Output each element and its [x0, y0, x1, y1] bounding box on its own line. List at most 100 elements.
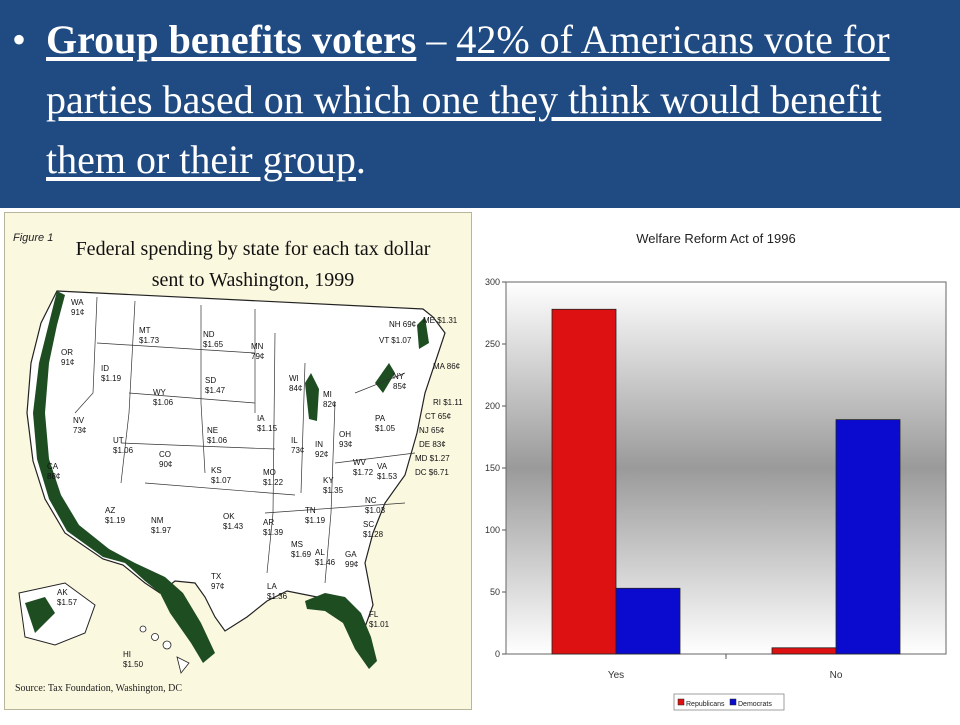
y-tick-label: 150: [485, 463, 500, 473]
state-abbr-nd: ND: [203, 330, 215, 339]
state-abbr-mt: MT: [139, 326, 151, 335]
northeast-labels: NH 69¢ ME $1.31 VT $1.07 MA 86¢ RI $1.11 CT 6…: [379, 316, 463, 477]
state-abbr-ca: CA: [47, 462, 59, 471]
map-title-line2: sent to Washington, 1999: [152, 269, 354, 291]
state-abbr-pa: PA: [375, 414, 386, 423]
state-value-az: $1.19: [105, 516, 126, 525]
state-value-ok: $1.43: [223, 522, 244, 531]
state-abbr-fl: FL: [369, 610, 379, 619]
x-axis: Yes No: [608, 654, 843, 681]
y-axis: 0 50 100 150 200 250 300: [485, 277, 506, 659]
state-value-or: 91¢: [61, 358, 74, 367]
state-abbr-wa: WA: [71, 298, 84, 307]
bullet-text: Group benefits voters – 42% of Americans…: [46, 10, 941, 190]
state-abbr-id: ID: [101, 364, 109, 373]
bar-democrats-yes: [615, 587, 681, 655]
state-abbr-ne: NE: [207, 426, 218, 435]
state-value-pa: $1.05: [375, 424, 396, 433]
state-value-wi: 84¢: [289, 384, 302, 393]
state-value-id: $1.19: [101, 374, 122, 383]
ne-state-label: NJ 65¢: [419, 426, 444, 435]
maine-shading: [417, 317, 429, 349]
spending-map-figure: Figure 1 Federal spending by state for e…: [4, 212, 472, 710]
state-abbr-ok: OK: [223, 512, 235, 521]
slide-header: • Group benefits voters – 42% of America…: [0, 0, 960, 208]
state-abbr-hi: HI: [123, 650, 131, 659]
x-tick-label: Yes: [608, 670, 624, 681]
state-abbr-il: IL: [291, 436, 298, 445]
state-abbr-wi: WI: [289, 374, 299, 383]
y-tick-label: 100: [485, 525, 500, 535]
ne-state-label: VT $1.07: [379, 336, 412, 345]
chart-legend: Republicans Democrats: [673, 693, 785, 711]
legend-swatch-democrats: [729, 698, 737, 706]
state-value-ga: 99¢: [345, 560, 358, 569]
state-value-la: $1.36: [267, 592, 288, 601]
state-abbr-ms: MS: [291, 540, 303, 549]
state-abbr-ak: AK: [57, 588, 68, 597]
y-tick-label: 200: [485, 401, 500, 411]
state-value-ut: $1.06: [113, 446, 134, 455]
state-abbr-co: CO: [159, 450, 171, 459]
map-source: Source: Tax Foundation, Washington, DC: [15, 683, 182, 694]
state-value-ar: $1.39: [263, 528, 284, 537]
ne-state-label: NH 69¢: [389, 320, 416, 329]
state-abbr-nm: NM: [151, 516, 164, 525]
bars: [551, 308, 901, 655]
period: .: [355, 137, 366, 182]
state-abbr-or: OR: [61, 348, 73, 357]
body-text: 42% of Americans vote for parties based …: [46, 17, 890, 182]
state-abbr-wy: WY: [153, 388, 167, 397]
legend-label-democrats: Democrats: [738, 701, 772, 708]
state-abbr-mn: MN: [251, 342, 264, 351]
state-value-ks: $1.07: [211, 476, 232, 485]
state-borders: [74, 296, 416, 584]
state-abbr-oh: OH: [339, 430, 351, 439]
state-value-oh: 93¢: [339, 440, 352, 449]
state-abbr-az: AZ: [105, 506, 115, 515]
state-value-mt: $1.73: [139, 336, 160, 345]
state-value-ia: $1.15: [257, 424, 278, 433]
map-title-line1: Federal spending by state for each tax d…: [76, 238, 431, 260]
state-value-mn: 79¢: [251, 352, 264, 361]
state-value-al: $1.46: [315, 558, 336, 567]
dash: –: [416, 17, 457, 62]
state-value-wv: $1.72: [353, 468, 374, 477]
state-abbr-mi: MI: [323, 390, 332, 399]
state-abbr-tn: TN: [305, 506, 316, 515]
state-value-va: $1.53: [377, 472, 398, 481]
great-lakes-shading: [305, 373, 319, 421]
state-value-hi: $1.50: [123, 660, 144, 669]
state-abbr-ar: AR: [263, 518, 274, 527]
state-value-ny: 85¢: [393, 382, 406, 391]
legend-swatch-republicans: [677, 698, 685, 706]
legend-label-republicans: Republicans: [686, 701, 725, 708]
state-value-ca: 88¢: [47, 472, 60, 481]
state-abbr-nc: NC: [365, 496, 377, 505]
state-value-co: 90¢: [159, 460, 172, 469]
us-map-svg: Figure 1 Federal spending by state for e…: [13, 232, 463, 694]
welfare-chart-svg: Welfare Reform Act of 1996 0 50 100 150 200 2…: [485, 231, 947, 711]
state-abbr-mo: MO: [263, 468, 276, 477]
y-tick-label: 300: [485, 277, 500, 287]
state-abbr-in: IN: [315, 440, 323, 449]
state-value-tn: $1.19: [305, 516, 326, 525]
state-abbr-la: LA: [267, 582, 277, 591]
ne-state-label: MD $1.27: [415, 454, 450, 463]
state-abbr-ga: GA: [345, 550, 357, 559]
bar-republicans-yes: [551, 308, 617, 655]
state-value-mi: 82¢: [323, 400, 336, 409]
bullet-icon: •: [12, 17, 27, 62]
state-value-ky: $1.35: [323, 486, 344, 495]
x-tick-label: No: [830, 670, 843, 681]
hawaii-shapes: [139, 625, 190, 674]
state-value-sd: $1.47: [205, 386, 226, 395]
gulf-coast-shading: [305, 593, 377, 669]
state-value-mo: $1.22: [263, 478, 284, 487]
state-value-ms: $1.69: [291, 550, 312, 559]
state-value-ak: $1.57: [57, 598, 78, 607]
y-tick-label: 50: [490, 587, 500, 597]
state-value-sc: $1.28: [363, 530, 384, 539]
state-abbr-nv: NV: [73, 416, 85, 425]
state-value-in: 92¢: [315, 450, 328, 459]
